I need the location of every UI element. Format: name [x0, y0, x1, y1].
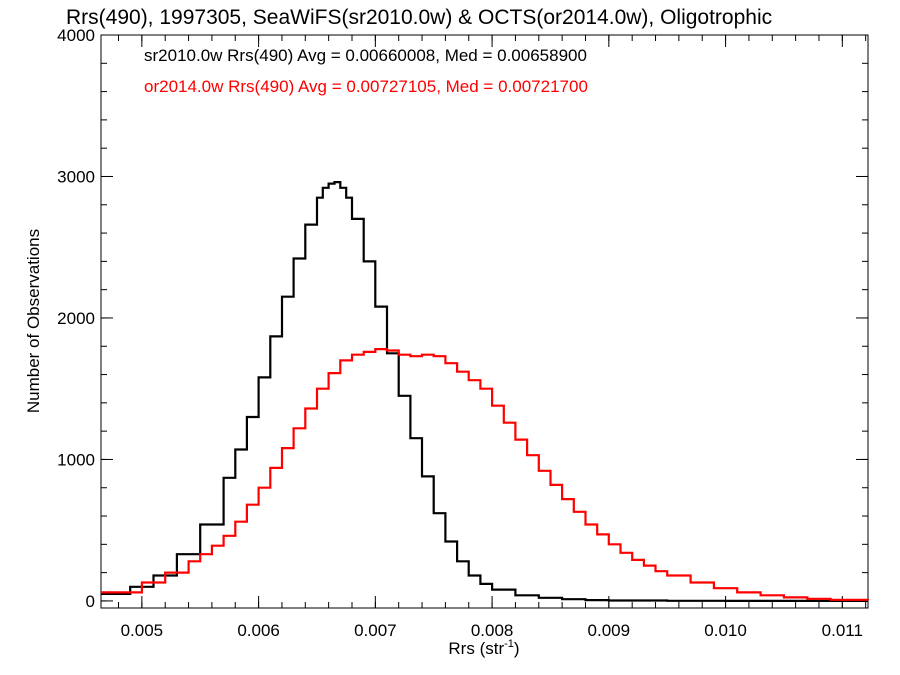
legend-entry-1: or2014.0w Rrs(490) Avg = 0.00727105, Med… — [144, 77, 588, 96]
chart-title: Rrs(490), 1997305, SeaWiFS(sr2010.0w) & … — [66, 6, 772, 29]
x-tick-label: 0.007 — [354, 621, 397, 640]
axis-ticks — [101, 34, 868, 608]
x-tick-labels: 0.005 0.006 0.007 0.008 0.009 0.010 0.011 — [121, 621, 863, 640]
x-axis-label: Rrs (str-1) — [448, 638, 519, 658]
series-line-0 — [101, 181, 868, 602]
legend-entry-0: sr2010.0w Rrs(490) Avg = 0.00660008, Med… — [144, 46, 587, 65]
x-tick-label: 0.009 — [588, 621, 631, 640]
plot-frame — [100, 34, 869, 609]
y-tick-label: 3000 — [57, 167, 95, 186]
y-axis-label: Number of Observations — [24, 229, 43, 413]
series-line-1 — [101, 348, 870, 601]
y-tick-label: 0 — [86, 592, 95, 611]
x-tick-label: 0.011 — [822, 621, 863, 640]
x-tick-label: 0.010 — [704, 621, 747, 640]
x-tick-label: 0.008 — [471, 621, 514, 640]
y-tick-label: 4000 — [57, 26, 95, 45]
y-tick-labels: 0 1000 2000 3000 4000 — [57, 26, 95, 611]
series-lines — [101, 181, 870, 602]
y-tick-label: 2000 — [57, 309, 95, 328]
legend: sr2010.0w Rrs(490) Avg = 0.00660008, Med… — [144, 46, 588, 96]
x-tick-label: 0.005 — [121, 621, 164, 640]
y-tick-label: 1000 — [57, 450, 95, 469]
x-tick-label: 0.006 — [237, 621, 280, 640]
